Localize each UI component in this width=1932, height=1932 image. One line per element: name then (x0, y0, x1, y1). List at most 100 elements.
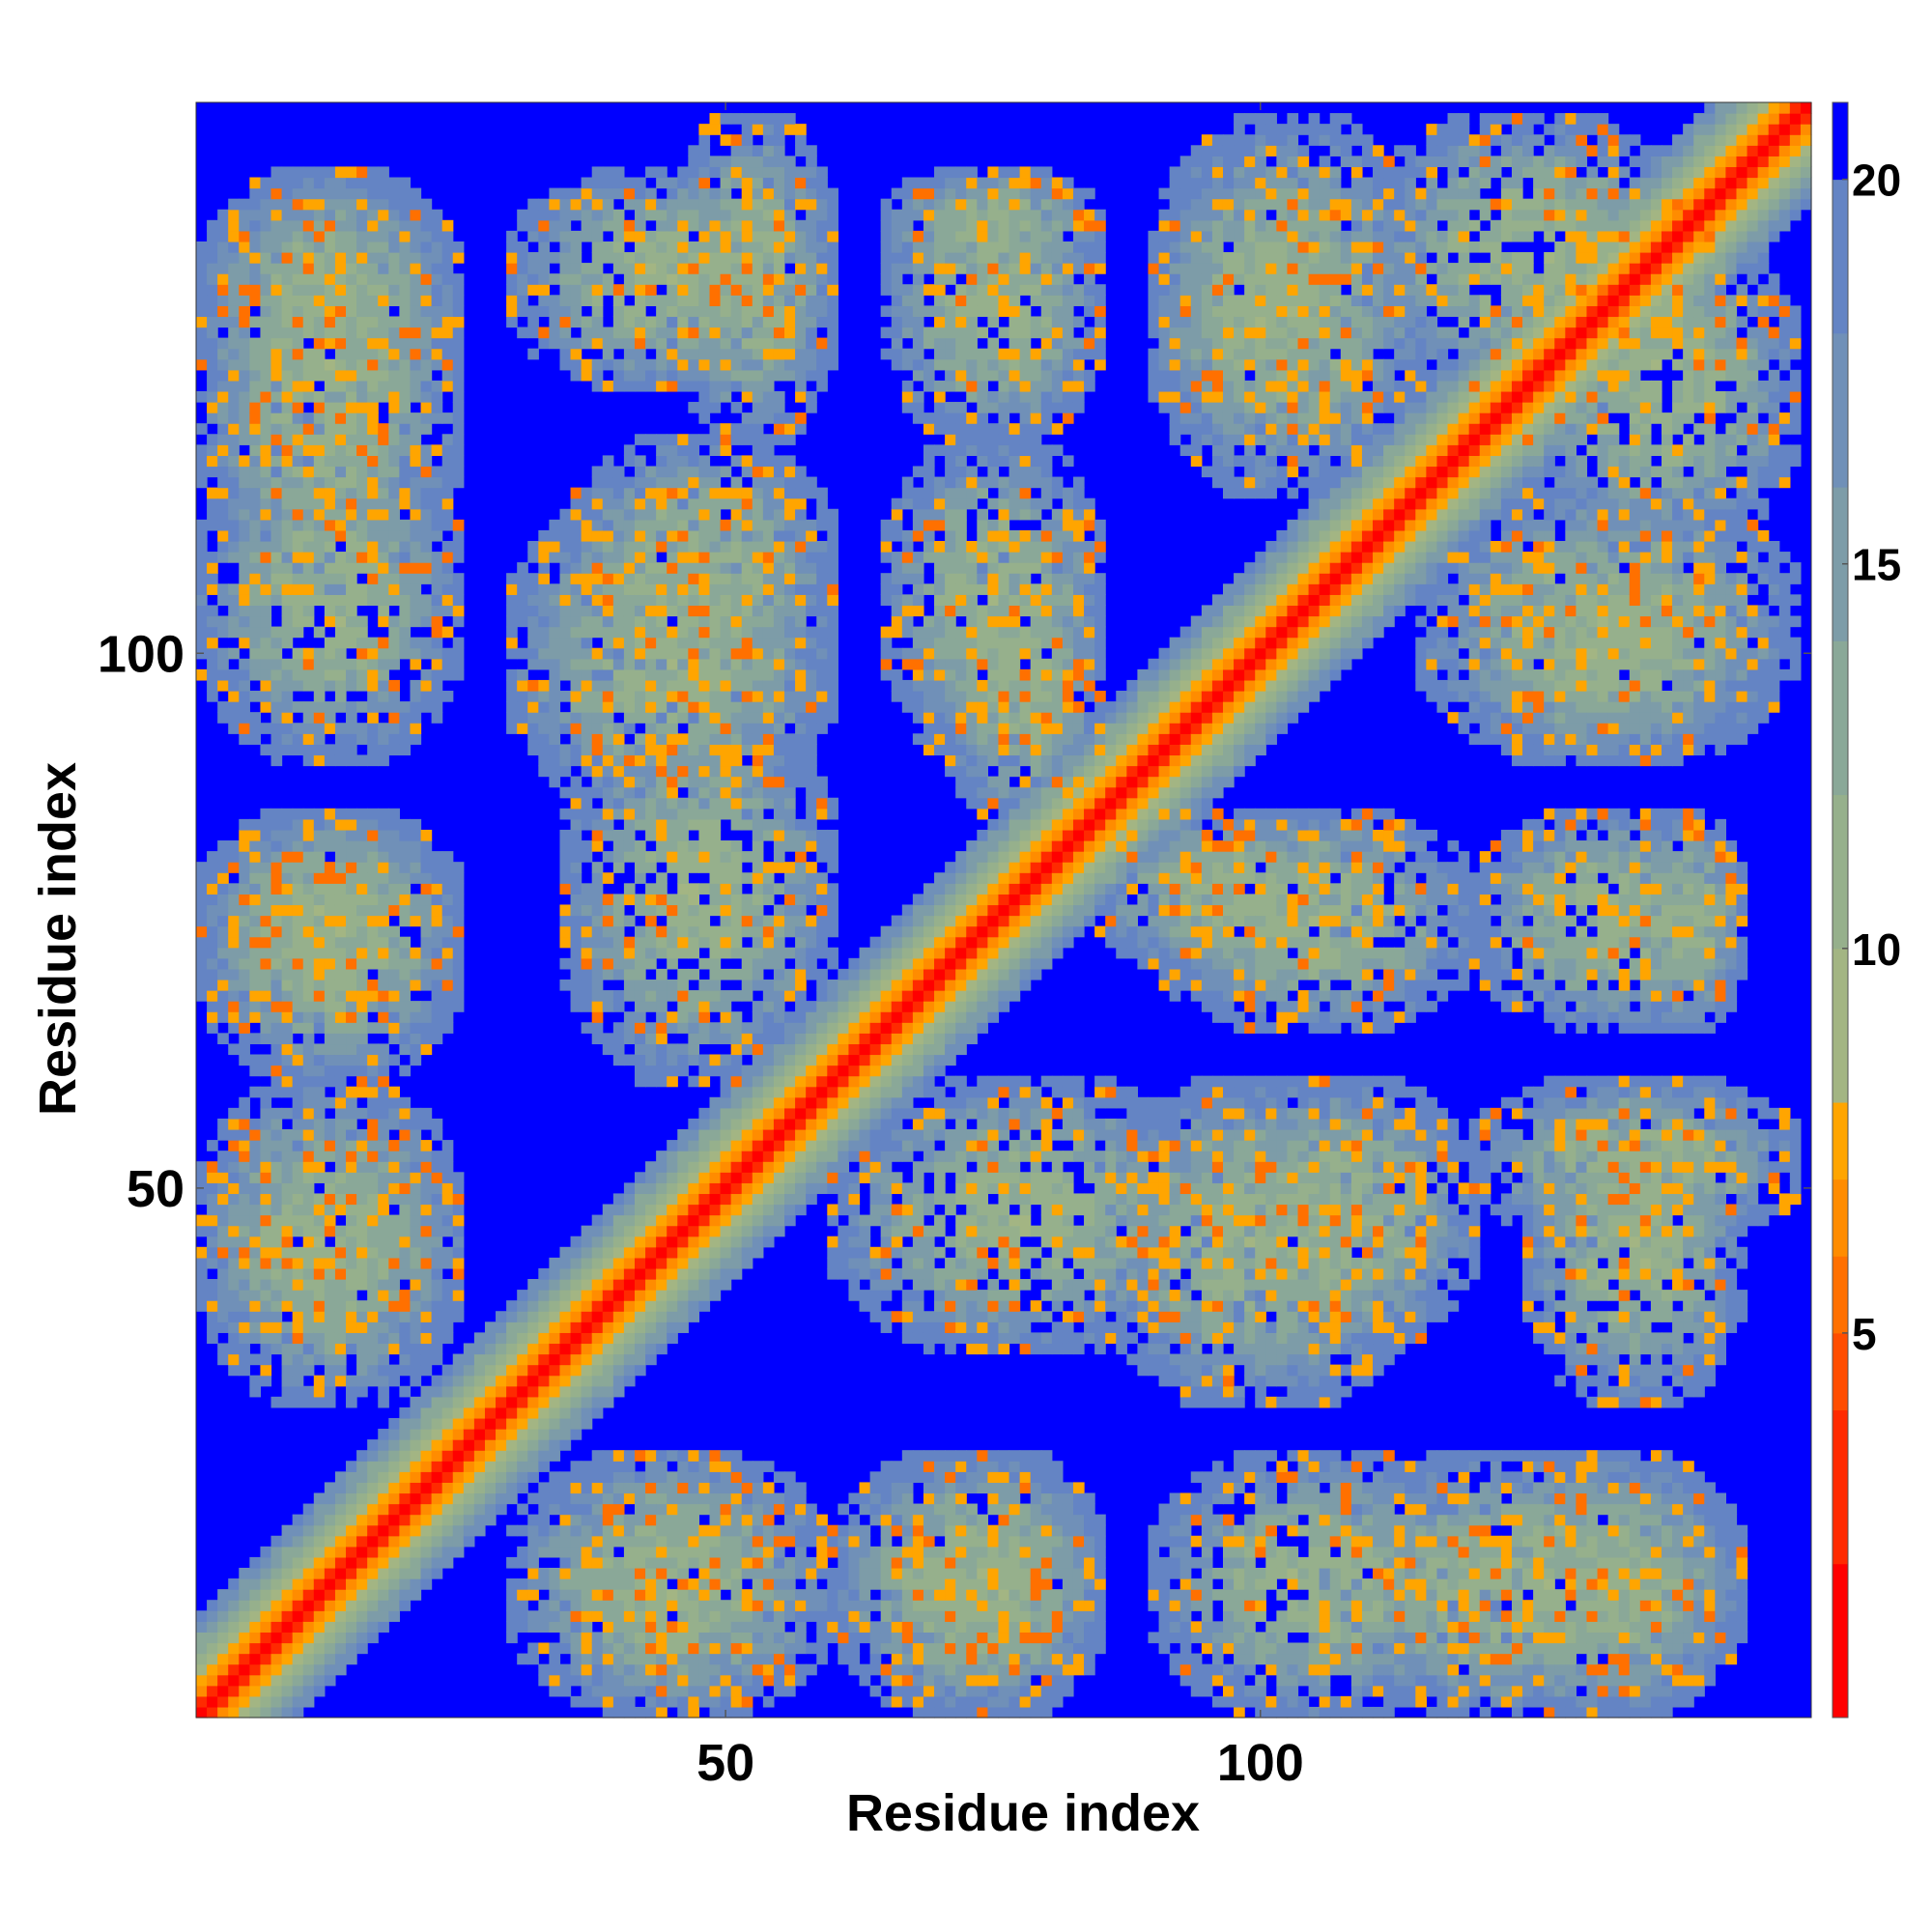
heatmap-cell (645, 1343, 657, 1355)
heatmap-cell (452, 390, 465, 403)
heatmap-cell (506, 573, 518, 584)
heatmap-cell (656, 1022, 668, 1034)
heatmap-cell (623, 1225, 636, 1237)
heatmap-cell (324, 1151, 336, 1162)
heatmap-cell (612, 840, 625, 852)
heatmap-cell (612, 573, 625, 584)
heatmap-cell (324, 947, 336, 959)
heatmap-cell (645, 1182, 657, 1195)
heatmap-cell (239, 1033, 250, 1045)
heatmap-cell (581, 1589, 593, 1601)
heatmap-cell (313, 263, 326, 274)
heatmap-cell (367, 1471, 379, 1483)
heatmap-cell (378, 936, 389, 949)
heatmap-cell (549, 776, 561, 788)
heatmap-cell (549, 744, 561, 756)
heatmap-cell (420, 219, 433, 232)
heatmap-cell (581, 508, 593, 521)
heatmap-cell (677, 358, 689, 371)
heatmap-cell (292, 219, 304, 232)
heatmap-cell (356, 1172, 368, 1183)
heatmap-cell (378, 487, 389, 499)
heatmap-cell (410, 1578, 422, 1590)
heatmap-cell (367, 1214, 379, 1227)
heatmap-cell (431, 594, 443, 607)
heatmap-cell (634, 1642, 646, 1655)
heatmap-cell (634, 540, 646, 553)
heatmap-cell (388, 851, 400, 863)
heatmap-cell (720, 305, 732, 318)
heatmap-cell (549, 540, 561, 553)
heatmap-cell (378, 1011, 389, 1023)
heatmap-cell (452, 1204, 465, 1216)
heatmap-cell (559, 263, 572, 274)
heatmap-cell (709, 552, 722, 563)
heatmap-cell (656, 712, 668, 724)
heatmap-cell (228, 1610, 240, 1622)
heatmap-cell (431, 337, 443, 350)
heatmap-cell (281, 1065, 294, 1077)
heatmap-cell (602, 1482, 614, 1494)
heatmap-cell (431, 701, 443, 713)
heatmap-cell (410, 701, 422, 713)
heatmap-cell (334, 1663, 347, 1676)
heatmap-cell (334, 637, 347, 649)
heatmap-cell (559, 1406, 572, 1419)
heatmap-cell (570, 573, 582, 584)
heatmap-cell (228, 434, 240, 445)
heatmap-cell (688, 156, 700, 168)
heatmap-cell (346, 348, 357, 360)
heatmap-cell (302, 1086, 315, 1098)
heatmap-cell (399, 295, 412, 306)
heatmap-cell (334, 1321, 347, 1333)
heatmap-cell (452, 1311, 465, 1322)
heatmap-cell (634, 1279, 646, 1291)
heatmap-cell (463, 1364, 475, 1377)
heatmap-cell (420, 412, 433, 424)
heatmap-cell (217, 295, 229, 306)
heatmap-cell (570, 1279, 582, 1291)
heatmap-cell (549, 1364, 561, 1377)
heatmap-cell (581, 1321, 593, 1333)
heatmap-cell (239, 209, 250, 221)
heatmap-cell (591, 733, 604, 745)
heatmap-cell (591, 1556, 604, 1569)
heatmap-cell (281, 487, 294, 499)
heatmap-cell (420, 1236, 433, 1248)
heatmap-cell (281, 1685, 294, 1697)
heatmap-cell (484, 1375, 497, 1387)
heatmap-cell (399, 1107, 412, 1120)
heatmap-cell (302, 668, 315, 681)
heatmap-cell (645, 1204, 657, 1216)
heatmap-cell (484, 1396, 497, 1408)
heatmap-cell (602, 1375, 614, 1387)
heatmap-cell (324, 1001, 336, 1012)
heatmap-cell (623, 519, 636, 531)
heatmap-cell (623, 1535, 636, 1548)
heatmap-cell (356, 402, 368, 413)
heatmap-cell (559, 1343, 572, 1355)
heatmap-cell (698, 230, 711, 242)
heatmap-cell (667, 519, 678, 531)
heatmap-cell (570, 316, 582, 328)
heatmap-cell (260, 1140, 272, 1151)
heatmap-cell (559, 305, 572, 318)
heatmap-cell (378, 1353, 389, 1366)
heatmap-cell (292, 594, 304, 607)
heatmap-cell (688, 380, 700, 392)
heatmap-cell (688, 1503, 700, 1516)
heatmap-cell (431, 219, 443, 232)
heatmap-cell (324, 562, 336, 574)
heatmap-cell (677, 1300, 689, 1312)
heatmap-cell (698, 1600, 711, 1611)
heatmap-cell (698, 1257, 711, 1269)
heatmap-cell (388, 894, 400, 906)
heatmap-cell (346, 979, 357, 991)
heatmap-cell (441, 573, 454, 584)
heatmap-cell (334, 1107, 347, 1120)
heatmap-cell (346, 679, 357, 692)
heatmap-cell (334, 284, 347, 296)
heatmap-cell (228, 263, 240, 274)
heatmap-cell (452, 583, 465, 595)
heatmap-cell (656, 337, 668, 350)
